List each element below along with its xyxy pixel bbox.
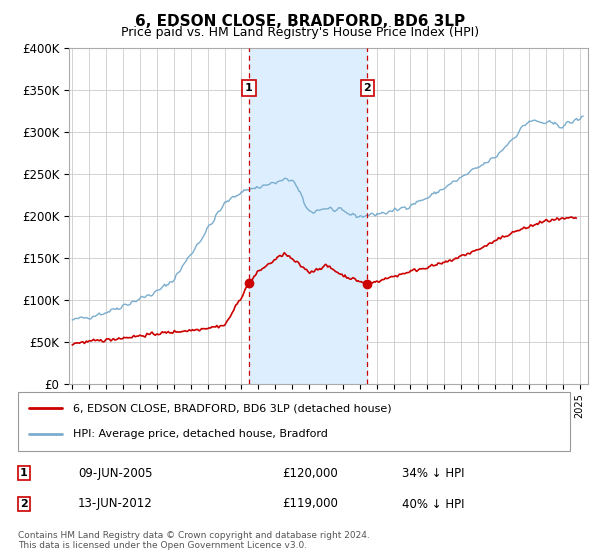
- Text: 40% ↓ HPI: 40% ↓ HPI: [402, 497, 464, 511]
- FancyBboxPatch shape: [18, 392, 570, 451]
- Text: 1: 1: [245, 83, 253, 93]
- Text: 2: 2: [20, 499, 28, 509]
- Text: 1: 1: [20, 468, 28, 478]
- Text: £120,000: £120,000: [282, 466, 338, 480]
- Text: HPI: Average price, detached house, Bradford: HPI: Average price, detached house, Brad…: [73, 430, 328, 440]
- Text: 6, EDSON CLOSE, BRADFORD, BD6 3LP: 6, EDSON CLOSE, BRADFORD, BD6 3LP: [135, 14, 465, 29]
- Text: 13-JUN-2012: 13-JUN-2012: [78, 497, 153, 511]
- Bar: [249, 48, 367, 384]
- Text: 6, EDSON CLOSE, BRADFORD, BD6 3LP (detached house): 6, EDSON CLOSE, BRADFORD, BD6 3LP (detac…: [73, 403, 392, 413]
- Text: 34% ↓ HPI: 34% ↓ HPI: [402, 466, 464, 480]
- Text: 2: 2: [364, 83, 371, 93]
- Text: Contains HM Land Registry data © Crown copyright and database right 2024.
This d: Contains HM Land Registry data © Crown c…: [18, 531, 370, 550]
- Text: 09-JUN-2005: 09-JUN-2005: [78, 466, 152, 480]
- Text: Price paid vs. HM Land Registry's House Price Index (HPI): Price paid vs. HM Land Registry's House …: [121, 26, 479, 39]
- Text: £119,000: £119,000: [282, 497, 338, 511]
